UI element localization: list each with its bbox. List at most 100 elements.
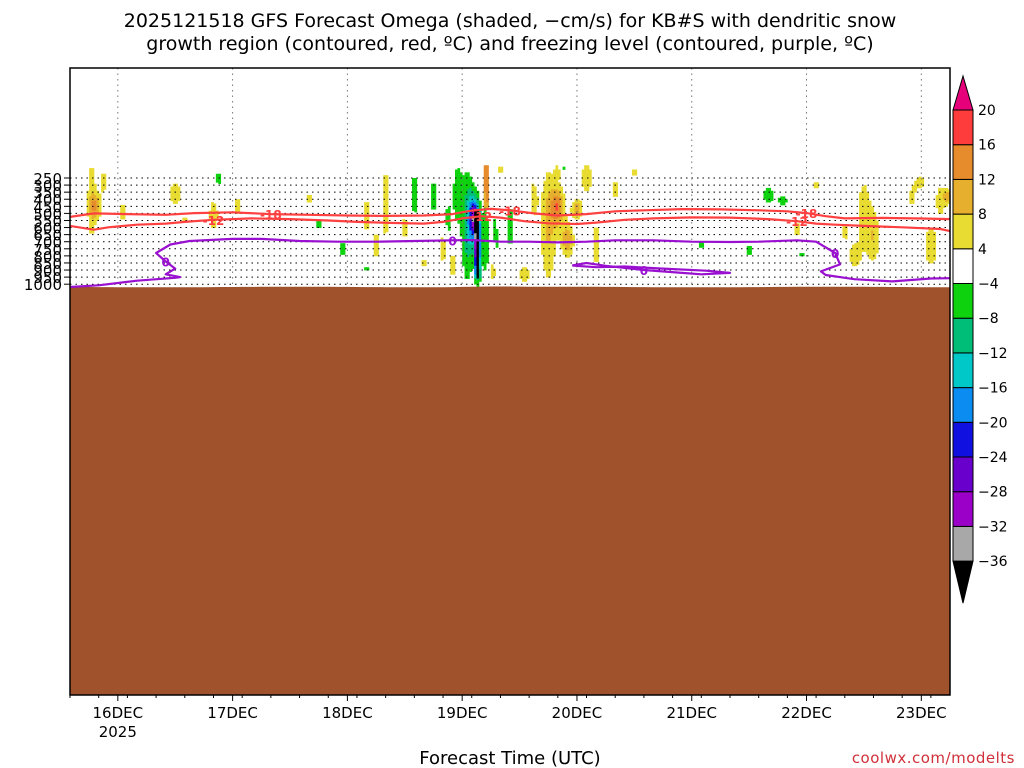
omega-cell	[576, 203, 580, 216]
omega-cell	[813, 182, 817, 189]
omega-cell	[469, 220, 473, 231]
plot-frame	[69, 67, 951, 696]
omega-cell	[91, 192, 95, 202]
y-tick-label: 300	[33, 177, 62, 195]
omega-cell	[471, 182, 475, 192]
omega-cell	[562, 231, 566, 247]
omega-cell	[471, 254, 475, 270]
colorbar-label: −20	[978, 415, 1008, 431]
omega-cell	[569, 236, 573, 245]
omega-cell	[469, 196, 473, 203]
omega-cell	[486, 165, 489, 203]
contour-label: 0	[448, 234, 456, 248]
terrain-fill	[70, 286, 950, 695]
omega-cell	[476, 207, 480, 210]
omega-cell	[471, 196, 475, 202]
omega-cell	[471, 244, 475, 255]
omega-cell	[770, 190, 774, 202]
omega-cell	[942, 187, 946, 194]
omega-cell	[945, 187, 949, 193]
colorbar-segment	[952, 283, 974, 319]
omega-cell	[574, 214, 578, 220]
omega-cell	[565, 228, 568, 251]
omega-cell	[474, 278, 477, 285]
omega-cell	[565, 250, 568, 258]
omega-cell	[366, 267, 370, 271]
omega-cell	[447, 206, 451, 231]
chart-title-line2: growth region (contoured, red, ºC) and f…	[146, 33, 873, 55]
omega-cell	[942, 193, 946, 200]
omega-cell	[476, 190, 480, 199]
omega-cell	[567, 250, 571, 258]
y-tick-label: 800	[33, 248, 62, 266]
omega-cell	[474, 265, 477, 275]
colorbar-bottom-arrow	[952, 560, 974, 604]
omega-cell	[854, 243, 858, 267]
omega-cell	[411, 178, 415, 211]
omega-cell	[471, 227, 475, 231]
omega-cell	[476, 197, 480, 204]
omega-cell	[483, 165, 487, 193]
omega-cell	[856, 241, 860, 265]
omega-cell	[452, 255, 456, 275]
y-tick-label: 750	[33, 241, 62, 259]
omega-cell	[553, 196, 556, 220]
omega-cell	[213, 203, 217, 228]
colorbar-label: −32	[978, 519, 1008, 535]
omega-cell	[698, 241, 702, 248]
omega-cell	[796, 223, 800, 236]
omega-cell	[474, 193, 477, 200]
omega-cell	[474, 204, 477, 209]
omega-cell	[928, 228, 932, 264]
omega-cell	[450, 255, 454, 275]
colorbar-label: 12	[978, 172, 996, 188]
omega-cell	[93, 194, 97, 202]
omega-cell	[445, 209, 449, 226]
omega-cell	[875, 220, 879, 254]
omega-cell	[572, 234, 575, 247]
omega-cell	[316, 220, 320, 228]
omega-cell	[536, 196, 540, 206]
colorbar-label: 8	[978, 207, 987, 223]
colorbar-label: −4	[978, 277, 999, 293]
omega-cell	[218, 173, 222, 185]
omega-cell	[930, 227, 934, 264]
contour-label: -12	[203, 214, 225, 228]
x-tick-label: 20DEC	[552, 704, 603, 722]
omega-cell	[215, 210, 219, 220]
colorbar: −36 −32 −28 −24 −20 −16 −12 −8 −4 4 8 12 16 20	[952, 74, 1008, 604]
omega-cell	[555, 165, 559, 190]
omega-cell	[493, 219, 497, 243]
omega-cell	[524, 267, 528, 282]
omega-cell	[921, 178, 925, 187]
omega-cell	[464, 194, 468, 254]
omega-cell	[471, 234, 475, 240]
omega-cell	[780, 196, 784, 206]
x-tick-label: 18DEC	[322, 704, 373, 722]
omega-cell	[89, 168, 92, 197]
omega-cell	[177, 186, 181, 202]
omega-cell	[469, 244, 473, 255]
omega-cell	[376, 234, 379, 257]
omega-cell	[474, 233, 477, 241]
colorbar-segment	[952, 109, 974, 146]
omega-cell	[464, 253, 468, 279]
omega-cell	[926, 231, 929, 261]
colorbar-label: −16	[978, 381, 1008, 397]
omega-cell	[120, 204, 124, 220]
omega-cell	[471, 216, 475, 223]
omega-cell	[476, 279, 480, 291]
omega-cell	[474, 274, 477, 279]
omega-cell	[383, 175, 387, 234]
colorbar-segment	[952, 317, 974, 354]
contour-label: -12	[470, 210, 492, 224]
x-tick-label: 19DEC	[437, 704, 488, 722]
omega-cell	[765, 187, 769, 203]
omega-cell	[550, 189, 554, 202]
omega-cell	[555, 196, 559, 204]
omega-cell	[768, 187, 772, 203]
y-tick-label: 450	[33, 198, 62, 216]
omega-cell	[550, 234, 554, 271]
colorbar-segment	[952, 144, 974, 180]
